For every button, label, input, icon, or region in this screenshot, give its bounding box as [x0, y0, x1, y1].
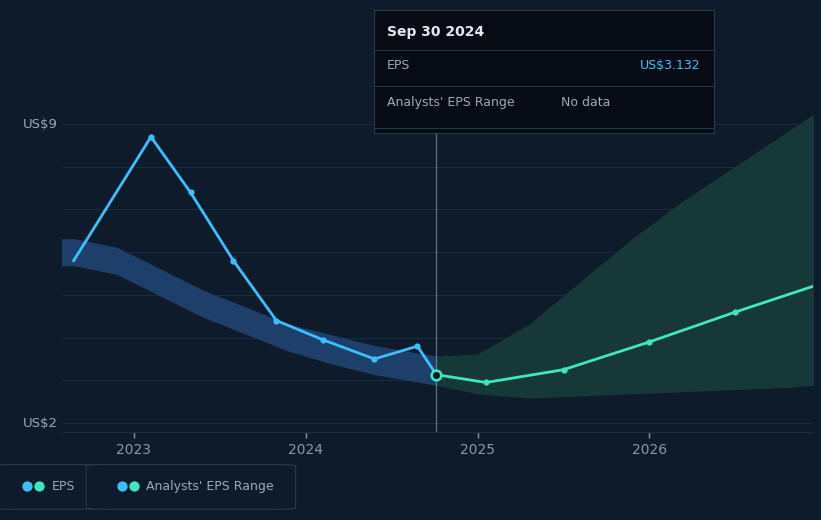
Point: [368, 355, 381, 363]
Point: [410, 342, 424, 350]
Point: [429, 371, 443, 379]
FancyBboxPatch shape: [86, 464, 296, 509]
Text: EPS: EPS: [52, 479, 75, 493]
Text: US$9: US$9: [23, 118, 57, 131]
FancyBboxPatch shape: [0, 464, 108, 509]
Point: [557, 366, 570, 374]
Point: [127, 482, 140, 490]
Point: [643, 338, 656, 346]
Text: Sep 30 2024: Sep 30 2024: [388, 25, 484, 39]
Text: US$3.132: US$3.132: [640, 59, 700, 72]
Point: [227, 256, 240, 265]
Point: [115, 482, 128, 490]
Point: [729, 308, 742, 316]
Text: Analysts Forecasts: Analysts Forecasts: [443, 94, 567, 107]
Text: US$2: US$2: [23, 417, 57, 430]
Text: Analysts' EPS Range: Analysts' EPS Range: [146, 479, 273, 493]
Text: Actual: Actual: [388, 94, 429, 107]
Point: [184, 188, 197, 197]
Point: [33, 482, 46, 490]
Point: [479, 379, 493, 387]
Point: [144, 133, 158, 141]
Text: Analysts' EPS Range: Analysts' EPS Range: [388, 96, 515, 109]
Point: [270, 316, 283, 324]
Point: [316, 335, 329, 344]
Text: No data: No data: [561, 96, 610, 109]
Text: EPS: EPS: [388, 59, 410, 72]
Point: [21, 482, 34, 490]
